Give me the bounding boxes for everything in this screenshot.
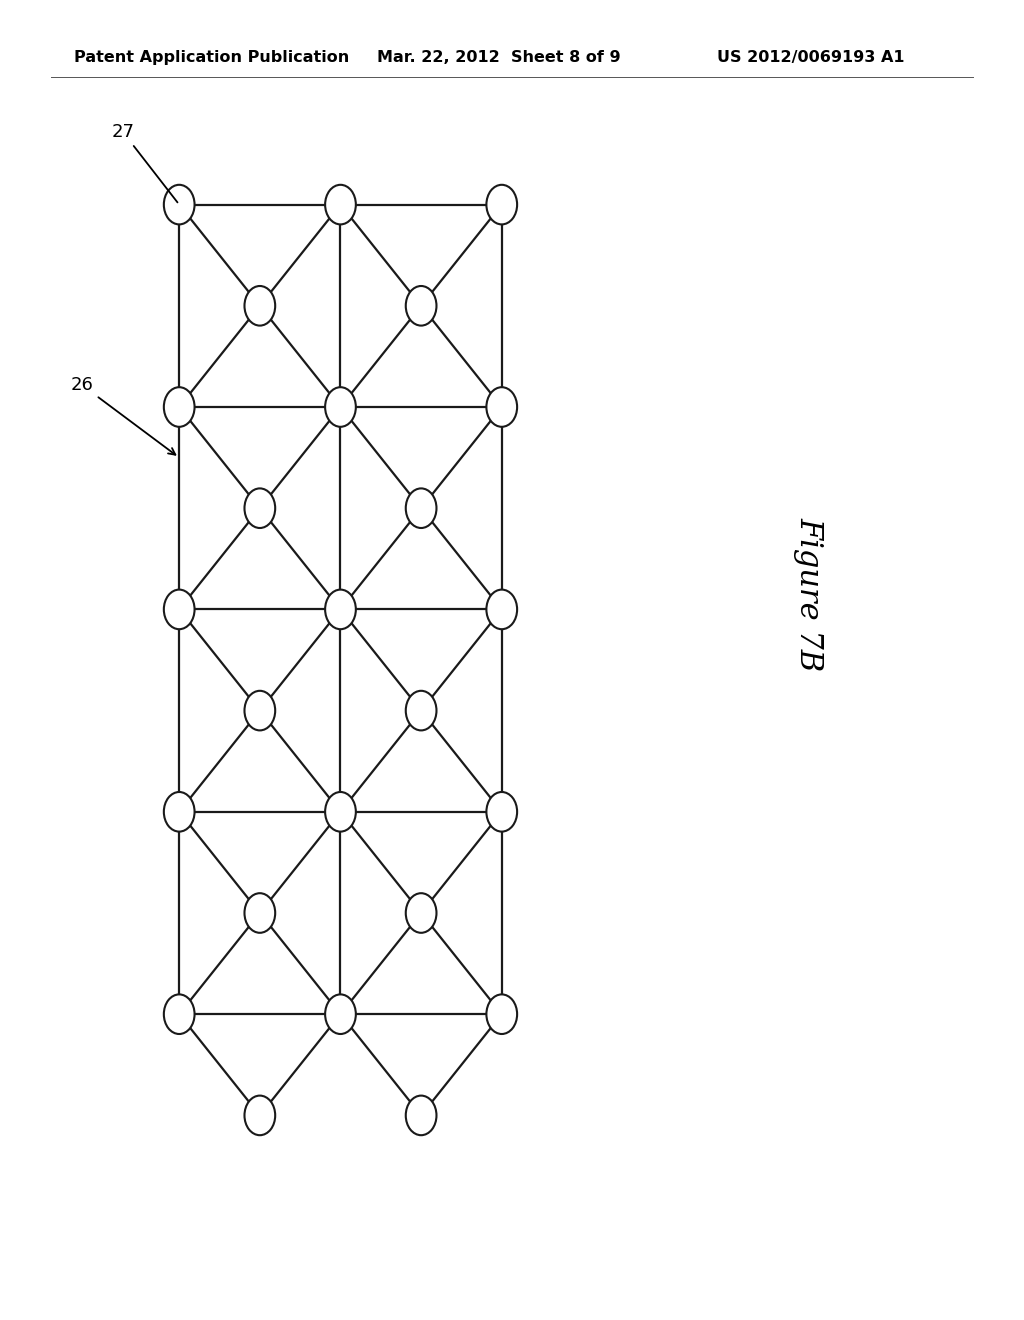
Text: Patent Application Publication: Patent Application Publication xyxy=(74,50,349,65)
Text: 26: 26 xyxy=(71,376,175,454)
Circle shape xyxy=(245,488,275,528)
Text: 27: 27 xyxy=(112,123,177,202)
Circle shape xyxy=(164,792,195,832)
Circle shape xyxy=(164,994,195,1034)
Circle shape xyxy=(164,590,195,630)
Circle shape xyxy=(245,1096,275,1135)
Circle shape xyxy=(486,792,517,832)
Text: Figure 7B: Figure 7B xyxy=(794,517,824,671)
Circle shape xyxy=(406,690,436,730)
Circle shape xyxy=(406,894,436,933)
Circle shape xyxy=(164,185,195,224)
Text: US 2012/0069193 A1: US 2012/0069193 A1 xyxy=(717,50,904,65)
Circle shape xyxy=(245,690,275,730)
Circle shape xyxy=(326,185,356,224)
Circle shape xyxy=(486,185,517,224)
Circle shape xyxy=(406,488,436,528)
Circle shape xyxy=(245,894,275,933)
Circle shape xyxy=(326,792,356,832)
Circle shape xyxy=(164,387,195,426)
Circle shape xyxy=(406,1096,436,1135)
Circle shape xyxy=(326,590,356,630)
Circle shape xyxy=(486,387,517,426)
Circle shape xyxy=(245,286,275,326)
Circle shape xyxy=(486,994,517,1034)
Circle shape xyxy=(406,286,436,326)
Circle shape xyxy=(326,387,356,426)
Circle shape xyxy=(486,590,517,630)
Circle shape xyxy=(326,994,356,1034)
Text: Mar. 22, 2012  Sheet 8 of 9: Mar. 22, 2012 Sheet 8 of 9 xyxy=(377,50,621,65)
